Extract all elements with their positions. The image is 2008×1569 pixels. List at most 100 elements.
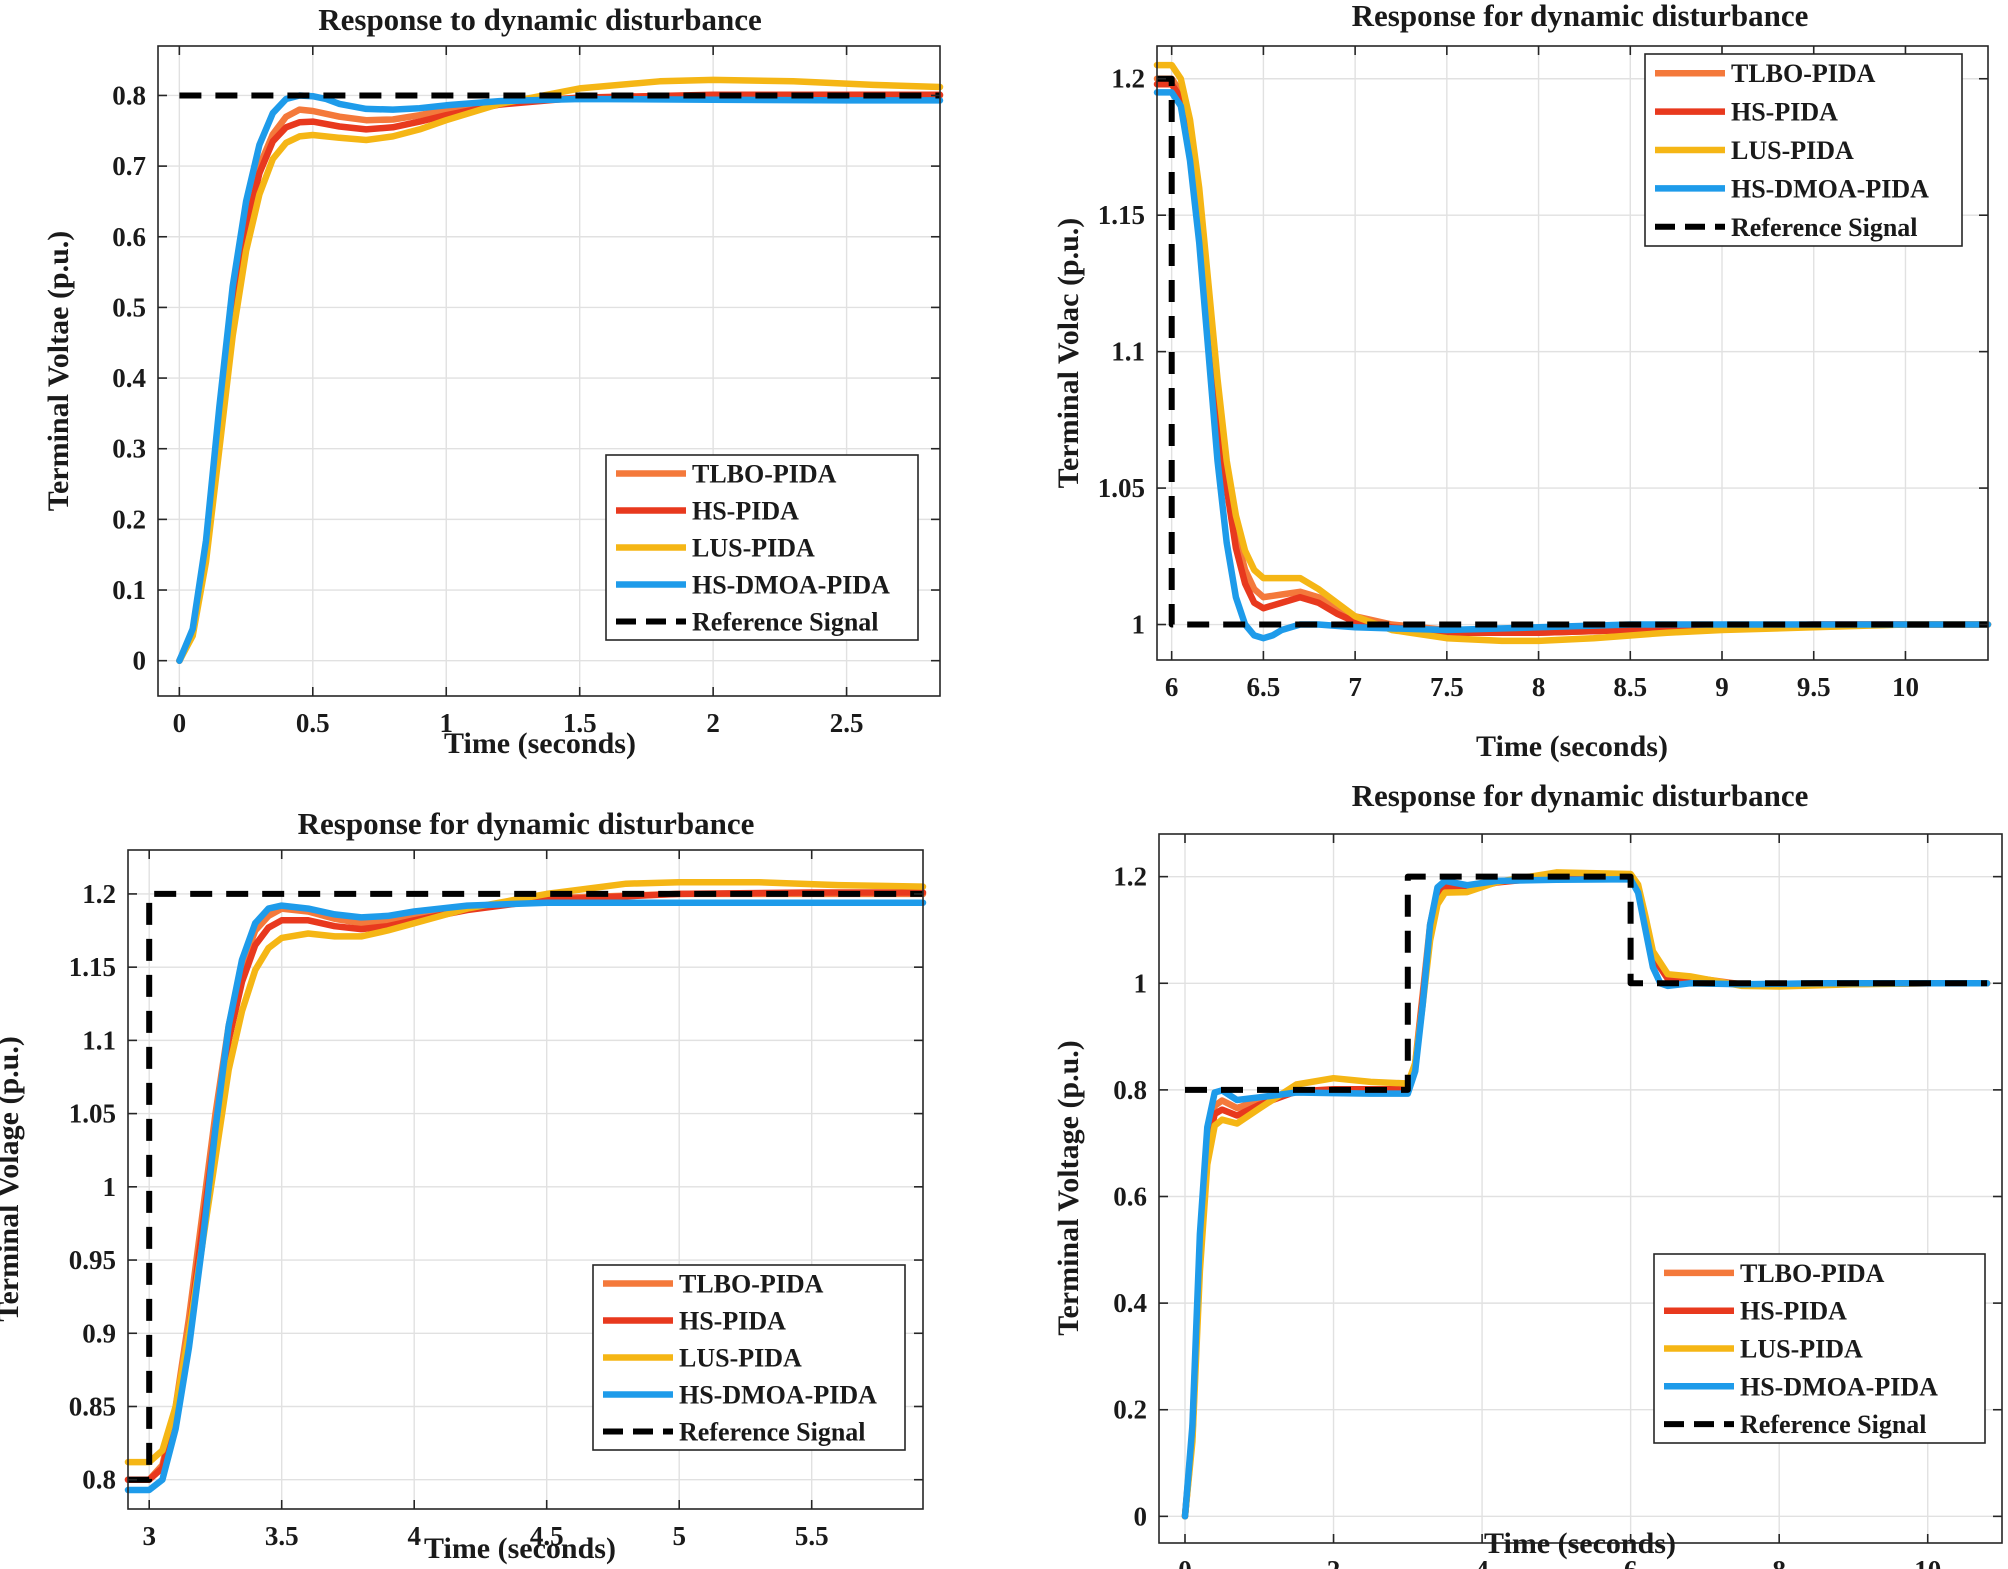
legend-entry-label: Reference Signal: [1731, 213, 1918, 242]
legend-entry-label: Reference Signal: [1740, 1410, 1927, 1439]
chart-title: Response for dynamic disturbance: [1352, 778, 1809, 813]
x-tick-label: 4: [407, 1521, 421, 1551]
legend: TLBO-PIDA HS-PIDA LUS-PIDA HS-DMOA-PIDA Refe…: [605, 454, 919, 641]
y-tick-label: 0.4: [1113, 1288, 1147, 1318]
x-tick-label: 2: [1327, 1555, 1341, 1569]
y-axis-label: Terminal Voltage (p.u.): [1052, 1040, 1085, 1336]
x-tick-label: 8: [1532, 672, 1546, 702]
legend-entry-label: TLBO-PIDA: [1731, 59, 1876, 88]
legend: TLBO-PIDA HS-PIDA LUS-PIDA HS-DMOA-PIDA Refe…: [1644, 53, 1963, 247]
legend-entry-label: TLBO-PIDA: [692, 460, 837, 489]
chart-title: Response for dynamic disturbance: [298, 806, 755, 841]
y-tick-label: 0.95: [69, 1245, 116, 1275]
chart-panel-top-left: 0 0.5 1 1.5 2 2.5 0 0.1 0.2 0.3 0.4 0.5 0.6 0.7 0.8 Res…: [42, 2, 944, 760]
x-axis-label: Time (seconds): [444, 727, 636, 760]
x-tick-label: 0: [1178, 1555, 1192, 1569]
x-tick-label: 4: [1475, 1555, 1489, 1569]
x-tick-label: 7: [1348, 672, 1362, 702]
legend-entry-label: HS-PIDA: [1731, 98, 1838, 127]
chart-panel-bottom-right: 0 2 4 6 8 10 0 0.2 0.4 0.6 0.8 1 1.2 Response for dyn…: [1052, 778, 2003, 1569]
series-line-reference-signal: [128, 890, 923, 1483]
y-tick-label: 1.2: [1113, 862, 1147, 892]
y-tick-label: 1: [103, 1172, 117, 1202]
y-axis-label: Terminal Volac (p.u.): [1052, 218, 1085, 489]
x-tick-label: 10: [1914, 1555, 1941, 1569]
series-line-lus-pida: [1181, 869, 1991, 1520]
chart-title: Response for dynamic disturbance: [1352, 0, 1809, 33]
y-axis-label: Terminal Volage (p.u.): [0, 1036, 25, 1322]
y-tick-label: 0.4: [112, 363, 146, 393]
y-tick-label: 1: [1132, 610, 1146, 640]
series-line-reference-signal: [1185, 873, 1988, 1093]
axes-frame: [127, 849, 924, 1510]
chart-panel-bottom-left: 3 3.5 4 4.5 5 5.5 0.8 0.85 0.9 0.95 1 1.05 1.1 1.15 1.…: [0, 806, 927, 1565]
y-tick-label: 0.6: [1113, 1181, 1147, 1211]
x-tick-label: 9.5: [1797, 672, 1831, 702]
chart-panel-top-right: 6 6.5 7 7.5 8 8.5 9 9.5 10 1 1.05 1.1 1.15 1.2 Respons…: [1052, 0, 1992, 763]
y-tick-label: 1.05: [1098, 473, 1145, 503]
x-tick-label: 8.5: [1613, 672, 1647, 702]
y-tick-label: 0.7: [112, 151, 146, 181]
y-tick-label: 1.1: [82, 1025, 116, 1055]
y-tick-label: 0.6: [112, 222, 146, 252]
x-tick-label: 3.5: [265, 1521, 299, 1551]
y-tick-label: 0: [133, 646, 147, 676]
legend-entry-label: LUS-PIDA: [692, 534, 815, 563]
x-tick-label: 0.5: [296, 708, 330, 738]
x-tick-label: 5: [672, 1521, 686, 1551]
legend-entry-label: HS-DMOA-PIDA: [1740, 1372, 1938, 1401]
legend-entry-label: LUS-PIDA: [1740, 1335, 1863, 1364]
axes-frame: [1156, 45, 1989, 661]
x-axis-label: Time (seconds): [1476, 730, 1668, 763]
x-tick-label: 6: [1165, 672, 1179, 702]
y-tick-label: 0.3: [112, 434, 146, 464]
series-line-hs-dmoa-pida: [124, 899, 927, 1494]
chart-title: Response to dynamic disturbance: [318, 2, 762, 37]
legend-entry-label: HS-DMOA-PIDA: [1731, 174, 1929, 203]
legend-entry-label: LUS-PIDA: [679, 1344, 802, 1373]
y-axis-label: Terminal Voltae (p.u.): [42, 231, 75, 512]
y-tick-label: 0.9: [82, 1318, 116, 1348]
y-tick-label: 1.2: [82, 879, 116, 909]
legend: TLBO-PIDA HS-PIDA LUS-PIDA HS-DMOA-PIDA Refe…: [1653, 1253, 1986, 1444]
legend-entry-label: TLBO-PIDA: [679, 1270, 824, 1299]
series-line-lus-pida: [176, 76, 944, 664]
y-tick-label: 0.8: [112, 80, 146, 110]
y-tick-label: 0.5: [112, 292, 146, 322]
x-tick-label: 0: [173, 708, 187, 738]
y-tick-label: 1: [1134, 968, 1148, 998]
y-tick-label: 0.2: [112, 504, 146, 534]
legend-entry-label: HS-DMOA-PIDA: [679, 1381, 877, 1410]
y-tick-label: 1.2: [1111, 64, 1145, 94]
x-tick-label: 2: [706, 708, 720, 738]
x-tick-label: 1: [439, 708, 453, 738]
y-tick-label: 1.15: [69, 952, 116, 982]
x-tick-label: 3: [142, 1521, 156, 1551]
x-tick-label: 2.5: [830, 708, 864, 738]
y-tick-label: 1.1: [1111, 337, 1145, 367]
x-tick-label: 7.5: [1430, 672, 1464, 702]
y-tick-label: 0.8: [82, 1465, 116, 1495]
series-line-hs-dmoa-pida: [176, 92, 944, 664]
legend-entry-label: HS-PIDA: [679, 1307, 786, 1336]
y-tick-label: 1.15: [1098, 200, 1145, 230]
x-tick-label: 6.5: [1247, 672, 1281, 702]
x-tick-label: 5.5: [795, 1521, 829, 1551]
legend-entry-label: Reference Signal: [679, 1418, 866, 1447]
legend-entry-label: HS-DMOA-PIDA: [692, 571, 890, 600]
y-tick-label: 0.2: [1113, 1395, 1147, 1425]
x-axis-label: Time (seconds): [424, 1532, 616, 1565]
y-tick-label: 0.1: [112, 575, 146, 605]
legend-entry-label: HS-PIDA: [1740, 1297, 1847, 1326]
axes-frame: [1158, 833, 2003, 1544]
series-line-lus-pida: [1153, 61, 1992, 645]
y-tick-label: 1.05: [69, 1099, 116, 1129]
axes-frame: [157, 45, 941, 697]
y-tick-label: 0: [1134, 1501, 1148, 1531]
x-tick-label: 10: [1892, 672, 1919, 702]
legend-entry-label: LUS-PIDA: [1731, 136, 1854, 165]
legend-entry-label: HS-PIDA: [692, 497, 799, 526]
x-tick-label: 9: [1715, 672, 1729, 702]
x-tick-label: 6: [1624, 1555, 1638, 1569]
